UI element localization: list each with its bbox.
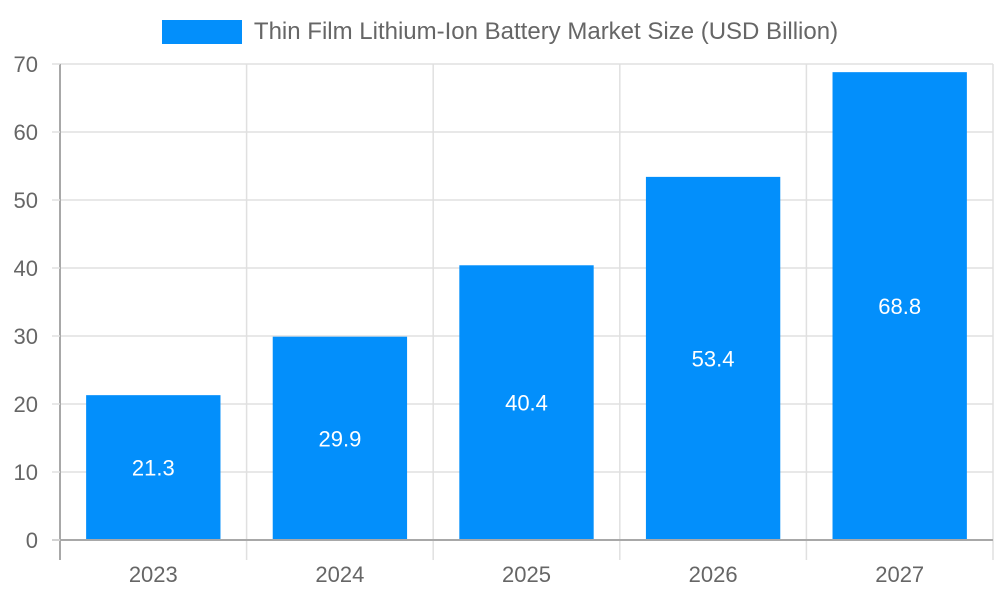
y-tick-label: 0 <box>26 528 38 553</box>
x-tick-label: 2023 <box>129 562 178 587</box>
bar-2023[interactable] <box>86 395 221 540</box>
y-tick-label: 40 <box>14 256 38 281</box>
x-tick-label: 2024 <box>315 562 364 587</box>
y-tick-label: 70 <box>14 52 38 77</box>
data-labels: 21.3 29.9 40.4 53.4 68.8 <box>132 294 921 481</box>
y-tick-label: 10 <box>14 460 38 485</box>
bar-2026[interactable] <box>645 176 781 540</box>
x-tick-label: 2027 <box>875 562 924 587</box>
x-tick-label: 2025 <box>502 562 551 587</box>
bar-2025[interactable] <box>459 265 594 540</box>
y-tick-label: 60 <box>14 120 38 145</box>
y-tick-label: 30 <box>14 324 38 349</box>
data-label: 68.8 <box>878 294 921 319</box>
x-tick-label: 2026 <box>689 562 738 587</box>
y-tick-label: 50 <box>14 188 38 213</box>
x-axis-ticks: 2023 2024 2025 2026 2027 <box>129 562 924 587</box>
bar-2027[interactable] <box>832 72 967 540</box>
axes <box>52 64 993 560</box>
y-tick-label: 20 <box>14 392 38 417</box>
y-axis-ticks: 0 10 20 30 40 50 60 70 <box>14 52 60 553</box>
data-label: 21.3 <box>132 456 175 481</box>
bar-series <box>86 72 967 540</box>
data-label: 53.4 <box>692 346 735 371</box>
chart-legend[interactable]: Thin Film Lithium-Ion Battery Market Siz… <box>0 16 1000 48</box>
data-label: 40.4 <box>505 391 548 416</box>
legend-label: Thin Film Lithium-Ion Battery Market Siz… <box>253 18 839 45</box>
legend-swatch <box>161 20 242 44</box>
data-label: 29.9 <box>318 426 361 451</box>
bar-2024[interactable] <box>272 336 408 540</box>
